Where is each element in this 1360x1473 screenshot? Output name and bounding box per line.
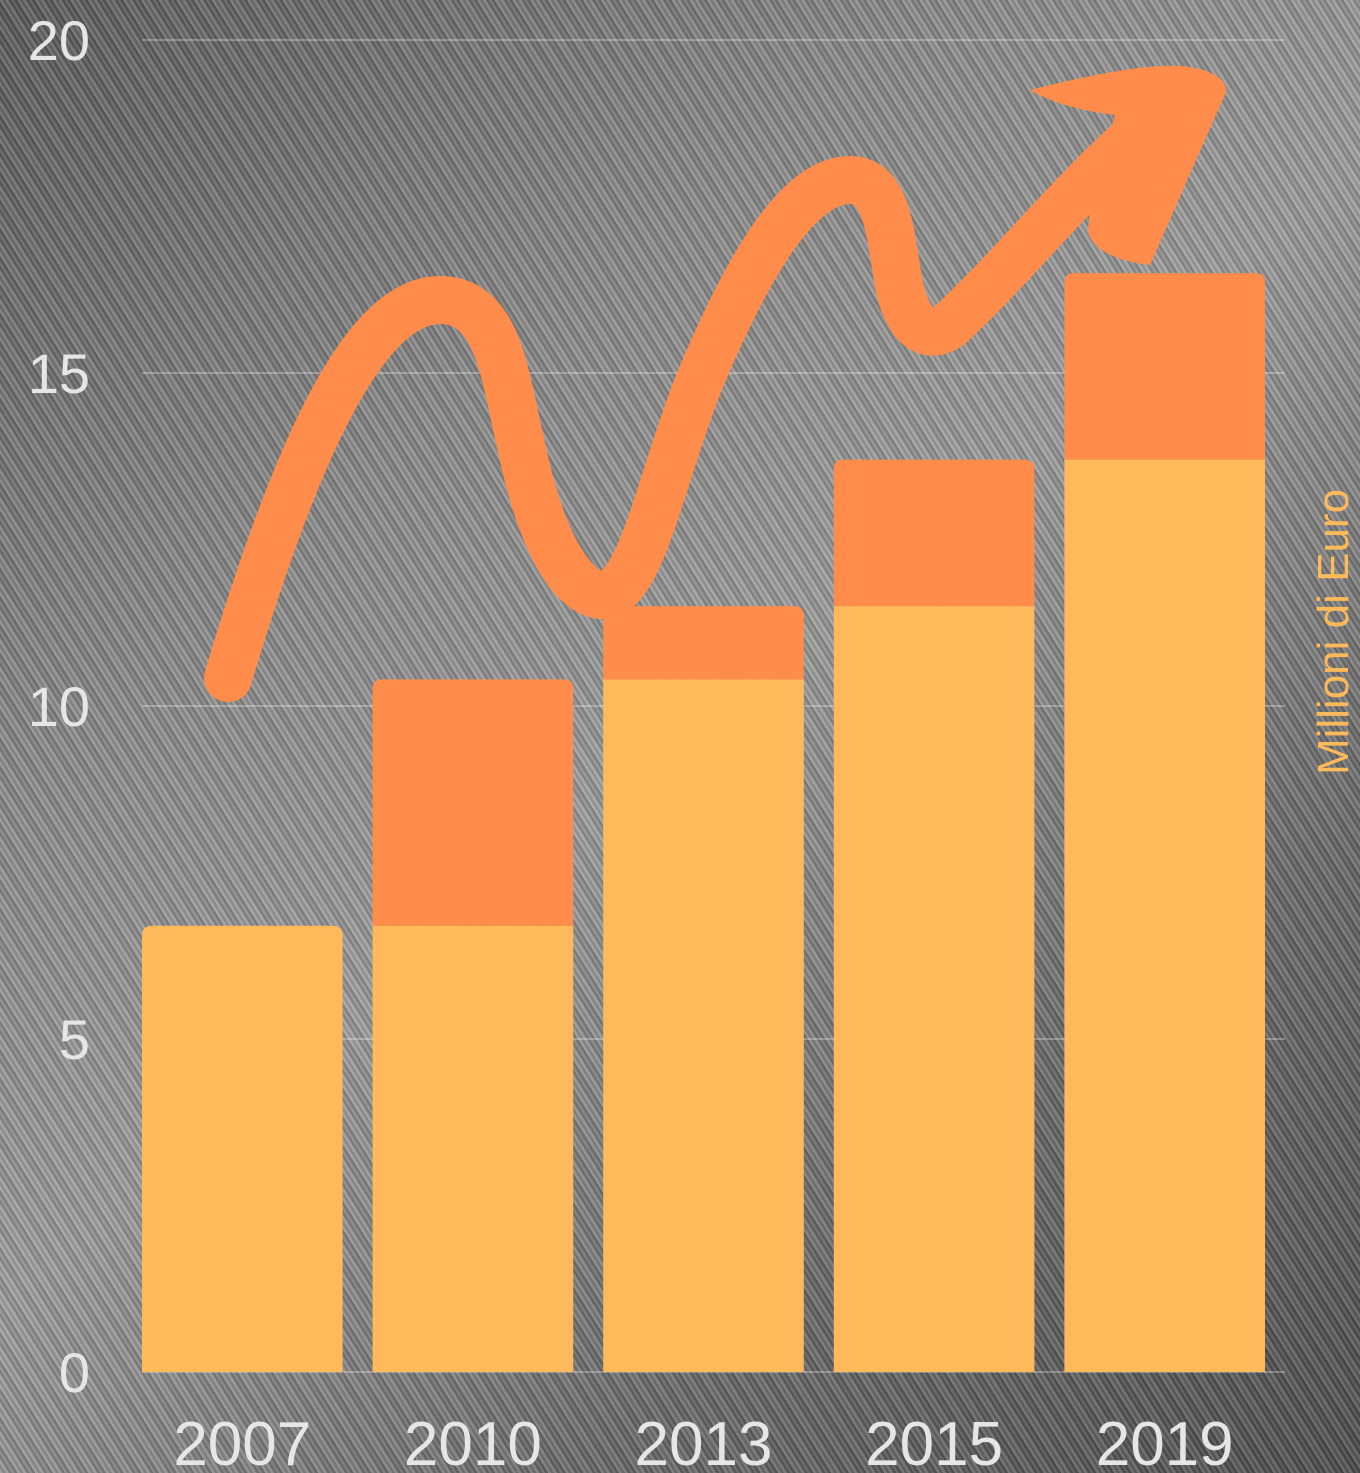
x-tick-label: 2013	[635, 1410, 773, 1473]
trend-arrow-head-icon	[1030, 65, 1226, 265]
y-tick-label: 20	[28, 9, 90, 72]
bar-2013-segment-2	[603, 606, 804, 680]
y-tick-label: 0	[59, 1341, 90, 1404]
x-tick-label: 2007	[173, 1410, 311, 1473]
trend-arrow-icon	[204, 91, 1184, 702]
y-axis-title: Millioni di Euro	[1309, 489, 1358, 775]
x-tick-label: 2019	[1096, 1410, 1234, 1473]
bar-2010-segment-2	[372, 679, 574, 926]
bar-2007-segment-1	[142, 925, 343, 1372]
y-tick-label: 5	[59, 1008, 90, 1071]
bar-2010-segment-1	[372, 925, 574, 1372]
bar-2015-segment-1	[833, 606, 1035, 1372]
bar-2015-segment-2	[833, 459, 1035, 607]
bar-2013-segment-1	[603, 679, 804, 1372]
labels: 0 5 10 15 20 2007 2010 2013 2015 2019	[28, 9, 1234, 1473]
bars	[142, 273, 1265, 1373]
y-tick-label: 10	[28, 675, 90, 738]
y-tick-label: 15	[28, 342, 90, 405]
x-tick-label: 2015	[865, 1410, 1003, 1473]
x-tick-label: 2010	[404, 1410, 542, 1473]
bar-2019-segment-2	[1064, 273, 1265, 460]
bar-2019-segment-1	[1064, 459, 1265, 1373]
